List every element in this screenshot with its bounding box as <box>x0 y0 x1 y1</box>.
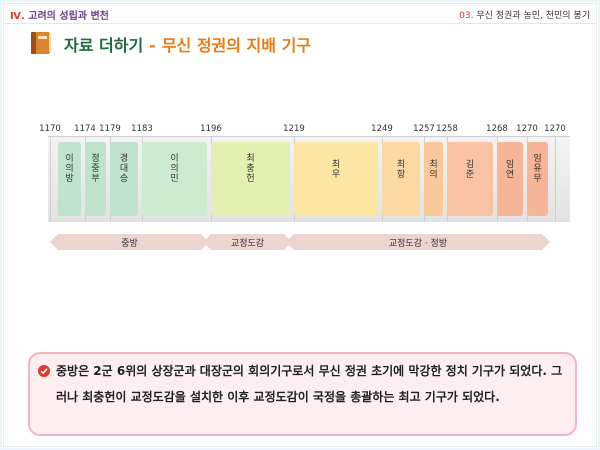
title-part-a: 자료 더하기 <box>64 36 144 55</box>
check-circle-icon <box>38 365 50 377</box>
ruler-segment <box>424 142 443 216</box>
ruler-segment <box>58 142 81 216</box>
ruler-segment <box>85 142 106 216</box>
year-tick <box>50 136 51 222</box>
title-part-b: 무신 정권의 지배 기구 <box>161 36 312 55</box>
year-label: 1196 <box>200 124 222 134</box>
book-icon <box>28 30 54 56</box>
ruler-segment <box>211 142 290 216</box>
ruler-segment <box>447 142 493 216</box>
explanation-box: 중방은 2군 6위의 상장군과 대장군의 회의기구로서 무신 정권 초기에 막강… <box>28 352 577 436</box>
year-label: 1268 <box>486 124 508 134</box>
year-label: 1258 <box>436 124 458 134</box>
year-label: 1249 <box>371 124 393 134</box>
ruler-segment <box>110 142 138 216</box>
period-label: 교정도감 · 정방 <box>388 239 448 249</box>
chapter-tag: 03. 무신 정권과 농민, 천민의 봉기 <box>459 8 590 21</box>
ruler-segment <box>382 142 420 216</box>
title-separator: - <box>149 36 156 55</box>
section-title: 고려의 성립과 변천 <box>28 11 109 22</box>
year-label: 1219 <box>283 124 305 134</box>
chapter-title: 무신 정권과 농민, 천민의 봉기 <box>476 11 590 21</box>
section-tag: Ⅳ. 고려의 성립과 변천 <box>10 7 109 22</box>
period-arrow: 교정도감 · 정방 <box>286 234 550 250</box>
year-label: 1270 <box>544 124 566 134</box>
ruler-segment <box>294 142 378 216</box>
year-tick <box>555 136 556 222</box>
year-label: 1257 <box>413 124 435 134</box>
period-label: 중방 <box>121 239 138 249</box>
header-bar: Ⅳ. 고려의 성립과 변천 03. 무신 정권과 농민, 천민의 봉기 <box>4 4 596 24</box>
period-label: 교정도감 <box>230 239 265 249</box>
year-label: 1183 <box>131 124 153 134</box>
page-title: 자료 더하기 - 무신 정권의 지배 기구 <box>64 32 311 56</box>
timeline-ruler <box>48 136 570 137</box>
slide-page: Ⅳ. 고려의 성립과 변천 03. 무신 정권과 농민, 천민의 봉기 자료 더… <box>3 3 597 447</box>
year-label: 1174 <box>74 124 96 134</box>
year-label: 1179 <box>99 124 121 134</box>
year-label: 1170 <box>39 124 61 134</box>
year-label: 1270 <box>516 124 538 134</box>
period-arrow: 중방 <box>50 234 209 250</box>
explanation-text: 중방은 2군 6위의 상장군과 대장군의 회의기구로서 무신 정권 초기에 막강… <box>56 364 563 404</box>
period-arrow: 교정도감 <box>203 234 292 250</box>
ruler-segment <box>527 142 548 216</box>
ruler-segment <box>142 142 207 216</box>
ruler-segment <box>497 142 523 216</box>
chapter-number: 03. <box>459 11 474 21</box>
section-number: Ⅳ. <box>10 11 25 22</box>
